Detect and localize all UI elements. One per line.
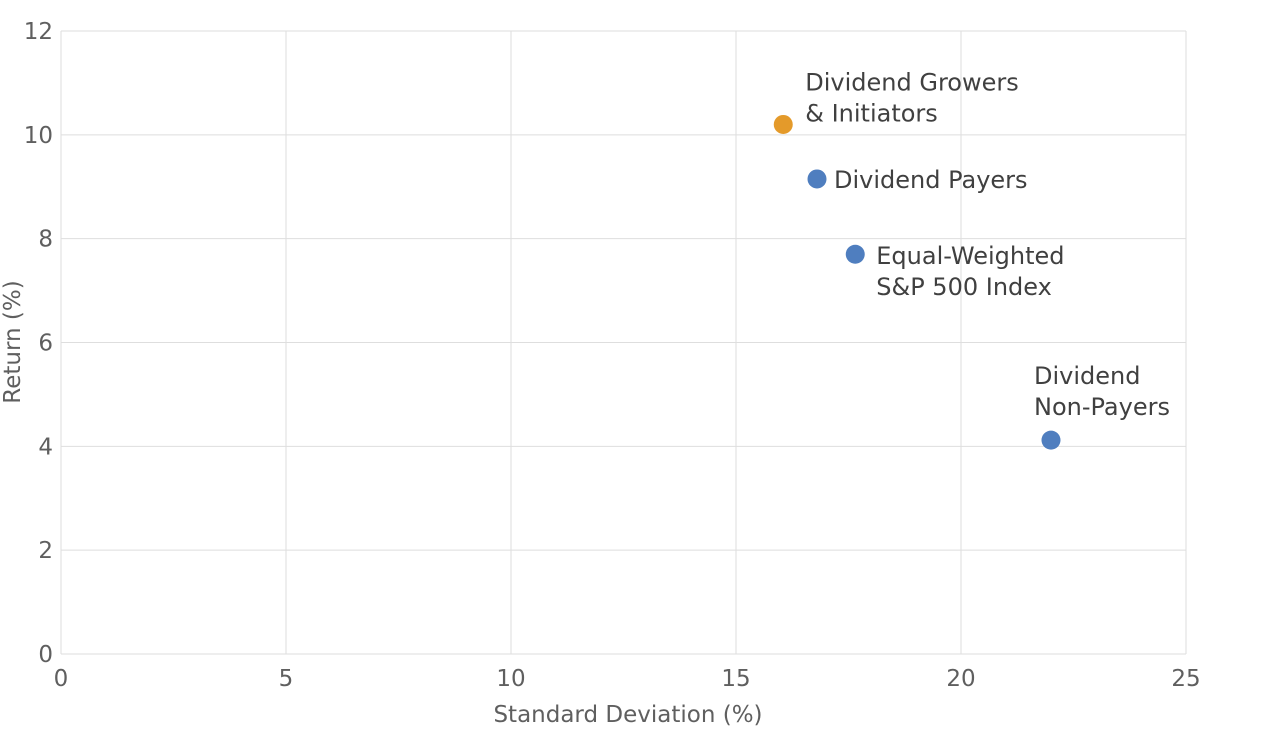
- data-point-label: Dividend Growers & Initiators: [805, 68, 1018, 127]
- x-tick-label: 15: [721, 666, 750, 692]
- y-tick-label: 0: [38, 642, 53, 668]
- data-points: [773, 114, 1061, 450]
- y-axis: 0 2 4 6 8 10 12: [24, 19, 53, 668]
- y-tick-label: 4: [38, 434, 53, 460]
- y-tick-label: 12: [24, 19, 53, 45]
- y-axis-title: Return (%): [0, 280, 26, 403]
- x-tick-label: 5: [279, 666, 294, 692]
- grid-lines: [60, 30, 1187, 655]
- y-tick-label: 8: [38, 227, 53, 253]
- data-point: [845, 244, 865, 264]
- data-point-label: Equal-Weighted S&P 500 Index: [876, 242, 1064, 301]
- data-point-label-line: Dividend Payers: [834, 166, 1028, 194]
- point-labels: Dividend Growers & Initiators Dividend Pay…: [805, 68, 1170, 421]
- x-tick-label: 20: [946, 666, 975, 692]
- x-tick-label: 0: [54, 666, 69, 692]
- data-point: [1041, 430, 1061, 450]
- data-point-label: Dividend Payers: [834, 166, 1028, 194]
- data-point-label-line: S&P 500 Index: [876, 273, 1052, 301]
- y-tick-label: 6: [38, 331, 53, 357]
- data-point-label-line: & Initiators: [805, 99, 938, 127]
- data-point-label-line: Dividend: [1034, 362, 1140, 390]
- y-tick-label: 10: [24, 123, 53, 149]
- x-axis: 0 5 10 15 20 25: [54, 666, 1201, 692]
- x-axis-title: Standard Deviation (%): [493, 702, 762, 728]
- y-tick-label: 2: [38, 538, 53, 564]
- data-point-label-line: Non-Payers: [1034, 393, 1170, 421]
- x-tick-label: 25: [1171, 666, 1200, 692]
- data-point-label: Dividend Non-Payers: [1034, 362, 1170, 421]
- data-point-label-line: Equal-Weighted: [876, 242, 1064, 270]
- data-point: [773, 114, 793, 134]
- x-tick-label: 10: [496, 666, 525, 692]
- data-point-label-line: Dividend Growers: [805, 68, 1018, 96]
- data-point: [807, 169, 827, 189]
